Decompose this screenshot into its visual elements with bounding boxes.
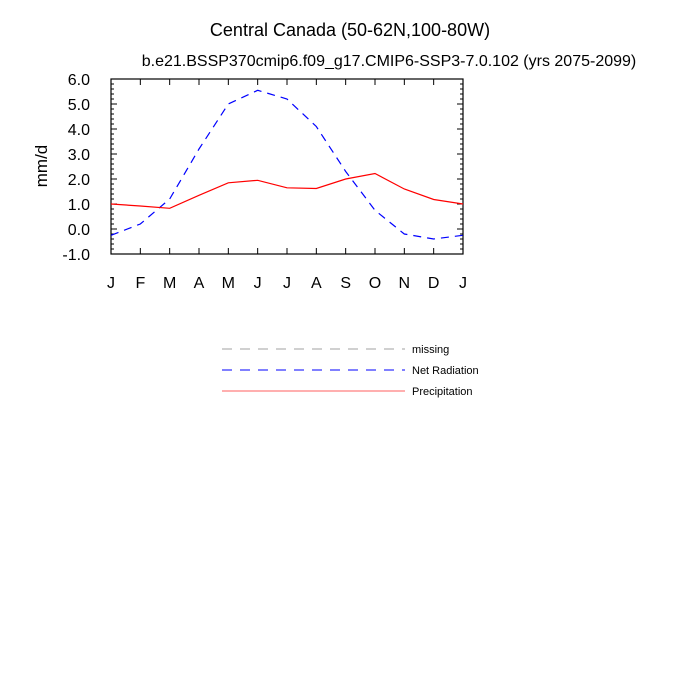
x-tick-label: O bbox=[369, 275, 381, 292]
y-tick-label: 6.0 bbox=[68, 72, 90, 89]
x-tick-label: N bbox=[399, 275, 411, 292]
x-tick-label: S bbox=[340, 275, 351, 292]
y-tick-label: 2.0 bbox=[68, 172, 90, 189]
x-tick-label: F bbox=[135, 275, 145, 292]
legend-label: missing bbox=[412, 344, 449, 356]
y-axis-label: mm/d bbox=[32, 145, 51, 188]
x-tick-label: J bbox=[107, 275, 115, 292]
y-tick-label: 0.0 bbox=[68, 222, 90, 239]
y-tick-label: -1.0 bbox=[62, 247, 90, 264]
legend-label: Precipitation bbox=[412, 386, 473, 398]
x-tick-label: D bbox=[428, 275, 440, 292]
chart-subtitle: b.e21.BSSP370cmip6.f09_g17.CMIP6-SSP3-7.… bbox=[142, 53, 637, 70]
series-line-precipitation bbox=[110, 172, 464, 209]
x-tick-label: J bbox=[459, 275, 467, 292]
y-tick-label: 5.0 bbox=[68, 97, 90, 114]
x-tick-label: M bbox=[163, 275, 176, 292]
x-tick-label: A bbox=[311, 275, 322, 292]
series-line-net-radiation bbox=[110, 89, 464, 240]
series-layer bbox=[110, 89, 464, 240]
y-tick-label: 4.0 bbox=[68, 122, 90, 139]
chart-title: Central Canada (50-62N,100-80W) bbox=[210, 20, 490, 40]
legend-label: Net Radiation bbox=[412, 365, 479, 377]
y-tick-label: 3.0 bbox=[68, 147, 90, 164]
x-tick-label: M bbox=[222, 275, 235, 292]
x-tick-label: A bbox=[194, 275, 205, 292]
x-tick-label: J bbox=[283, 275, 291, 292]
legend: missing Net Radiation Precipitation bbox=[222, 344, 479, 398]
x-tick-label: J bbox=[254, 275, 262, 292]
plot-frame bbox=[110, 78, 464, 255]
y-tick-label: 1.0 bbox=[68, 197, 90, 214]
